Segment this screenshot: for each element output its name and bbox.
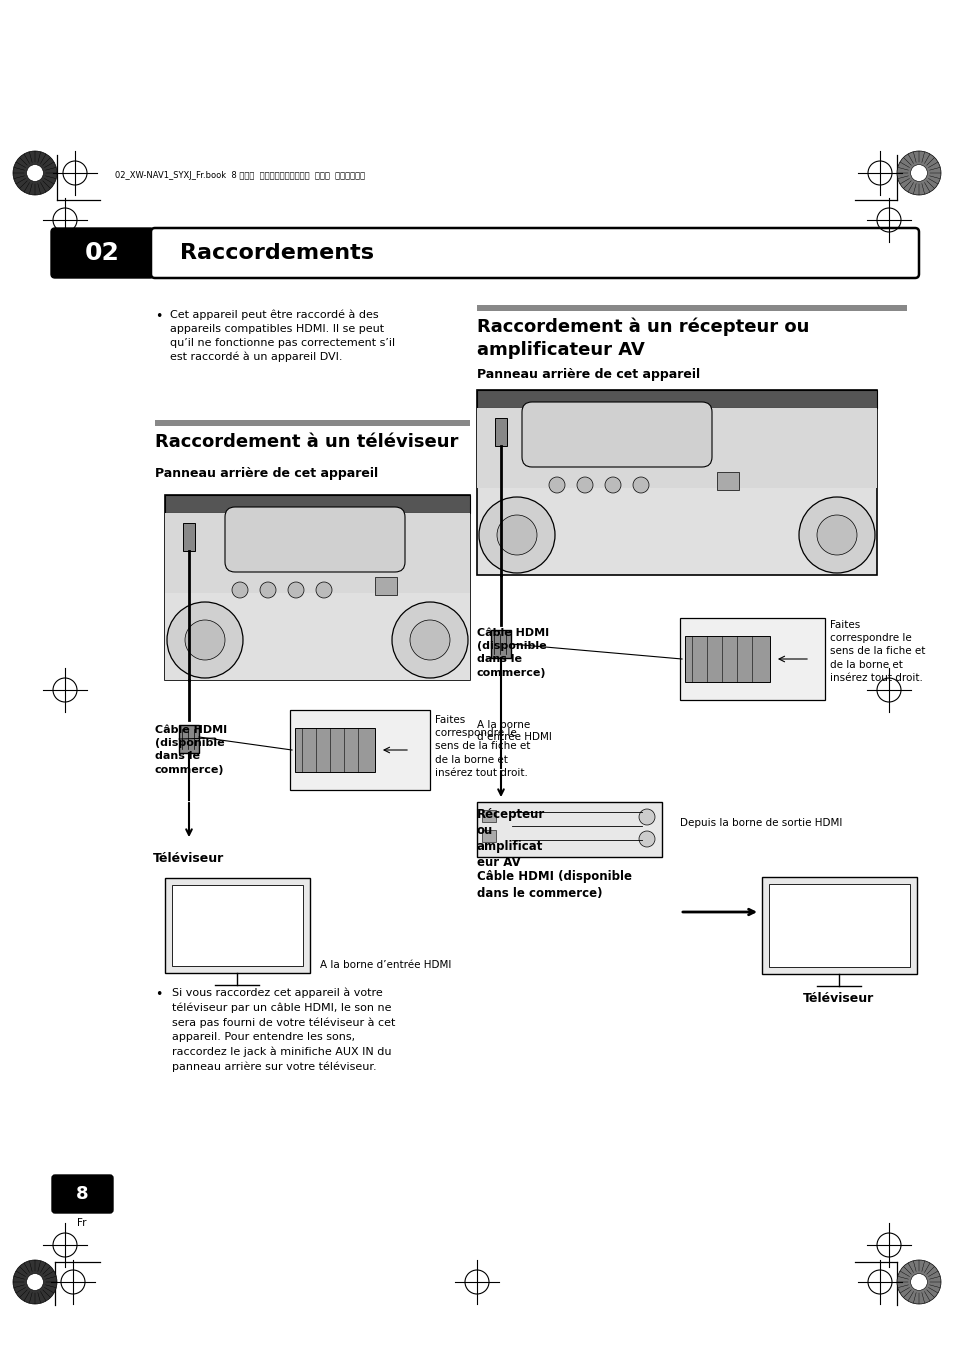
- Text: Faites
correspondre le
sens de la fiche et
de la borne et
insérez tout droit.: Faites correspondre le sens de la fiche …: [435, 716, 530, 778]
- FancyBboxPatch shape: [521, 402, 711, 467]
- Text: Fr: Fr: [77, 1218, 87, 1228]
- Text: Cet appareil peut être raccordé à des
appareils compatibles HDMI. Il se peut
qu’: Cet appareil peut être raccordé à des ap…: [170, 310, 395, 362]
- Bar: [165, 593, 470, 680]
- Text: A la borne
d’entrée HDMI: A la borne d’entrée HDMI: [476, 720, 551, 741]
- Circle shape: [410, 620, 450, 660]
- Bar: [165, 513, 470, 593]
- Bar: [491, 630, 511, 657]
- Bar: [290, 710, 430, 790]
- Text: Câble HDMI
(disponible
dans le
commerce): Câble HDMI (disponible dans le commerce): [476, 628, 549, 678]
- Circle shape: [392, 602, 468, 678]
- Bar: [679, 618, 824, 701]
- Circle shape: [633, 477, 648, 493]
- Text: Faites
correspondre le
sens de la fiche et
de la borne et
insérez tout droit.: Faites correspondre le sens de la fiche …: [829, 620, 924, 683]
- Circle shape: [816, 514, 856, 555]
- FancyBboxPatch shape: [225, 508, 405, 572]
- Circle shape: [799, 497, 874, 572]
- Bar: [476, 802, 661, 857]
- Text: •: •: [154, 988, 162, 1000]
- Circle shape: [639, 832, 655, 846]
- Circle shape: [896, 1260, 940, 1304]
- Bar: [761, 878, 916, 973]
- Text: Raccordements: Raccordements: [180, 243, 374, 263]
- Text: 02_XW-NAV1_SYXJ_Fr.book  8 ページ  ２０１０年４月２０日  火曜日  午後１時７分: 02_XW-NAV1_SYXJ_Fr.book 8 ページ ２０１０年４月２０日…: [115, 170, 365, 180]
- Bar: [179, 725, 199, 753]
- Bar: [768, 884, 909, 967]
- Bar: [476, 408, 876, 487]
- Bar: [165, 878, 310, 973]
- Text: Téléviseur: Téléviseur: [802, 992, 874, 1004]
- FancyBboxPatch shape: [52, 1174, 112, 1214]
- Bar: [476, 390, 876, 408]
- Circle shape: [260, 582, 275, 598]
- Circle shape: [13, 1260, 57, 1304]
- Text: Depuis la borne de sortie HDMI: Depuis la borne de sortie HDMI: [679, 818, 841, 828]
- Bar: [476, 305, 906, 310]
- Circle shape: [577, 477, 593, 493]
- Circle shape: [639, 809, 655, 825]
- Bar: [172, 886, 303, 967]
- Circle shape: [497, 514, 537, 555]
- FancyBboxPatch shape: [151, 228, 918, 278]
- Text: 02: 02: [85, 242, 119, 265]
- Text: Panneau arrière de cet appareil: Panneau arrière de cet appareil: [154, 467, 377, 481]
- Text: Câble HDMI
(disponible
dans le
commerce): Câble HDMI (disponible dans le commerce): [154, 725, 227, 775]
- Circle shape: [315, 582, 332, 598]
- Circle shape: [13, 151, 57, 194]
- Circle shape: [478, 497, 555, 572]
- Bar: [717, 472, 739, 490]
- Circle shape: [167, 602, 243, 678]
- Text: A la borne d’entrée HDMI: A la borne d’entrée HDMI: [319, 960, 451, 971]
- Circle shape: [548, 477, 564, 493]
- Circle shape: [27, 165, 43, 181]
- Circle shape: [232, 582, 248, 598]
- Bar: [165, 495, 470, 513]
- Text: Si vous raccordez cet appareil à votre
téléviseur par un câble HDMI, le son ne
s: Si vous raccordez cet appareil à votre t…: [172, 988, 395, 1072]
- Circle shape: [288, 582, 304, 598]
- Text: Raccordement à un récepteur ou
amplificateur AV: Raccordement à un récepteur ou amplifica…: [476, 319, 808, 359]
- Text: •: •: [154, 310, 162, 323]
- Bar: [375, 576, 396, 595]
- Circle shape: [27, 1273, 43, 1291]
- Text: Câble HDMI (disponible
dans le commerce): Câble HDMI (disponible dans le commerce): [476, 869, 631, 900]
- Text: Téléviseur: Téléviseur: [153, 852, 224, 865]
- Bar: [165, 495, 470, 680]
- FancyBboxPatch shape: [51, 228, 153, 278]
- Bar: [495, 418, 506, 446]
- Bar: [154, 420, 470, 427]
- Bar: [476, 390, 876, 575]
- Circle shape: [604, 477, 620, 493]
- Bar: [481, 830, 496, 842]
- Circle shape: [896, 151, 940, 194]
- Circle shape: [910, 165, 926, 181]
- Circle shape: [185, 620, 225, 660]
- Bar: [294, 728, 375, 772]
- Text: 8: 8: [75, 1185, 89, 1203]
- Text: Récepteur
ou
amplificat
eur AV: Récepteur ou amplificat eur AV: [476, 809, 545, 869]
- Bar: [481, 810, 496, 822]
- Text: Panneau arrière de cet appareil: Panneau arrière de cet appareil: [476, 369, 700, 381]
- Bar: [183, 522, 194, 551]
- Bar: [684, 636, 769, 682]
- Text: Raccordement à un téléviseur: Raccordement à un téléviseur: [154, 433, 457, 451]
- Circle shape: [910, 1273, 926, 1291]
